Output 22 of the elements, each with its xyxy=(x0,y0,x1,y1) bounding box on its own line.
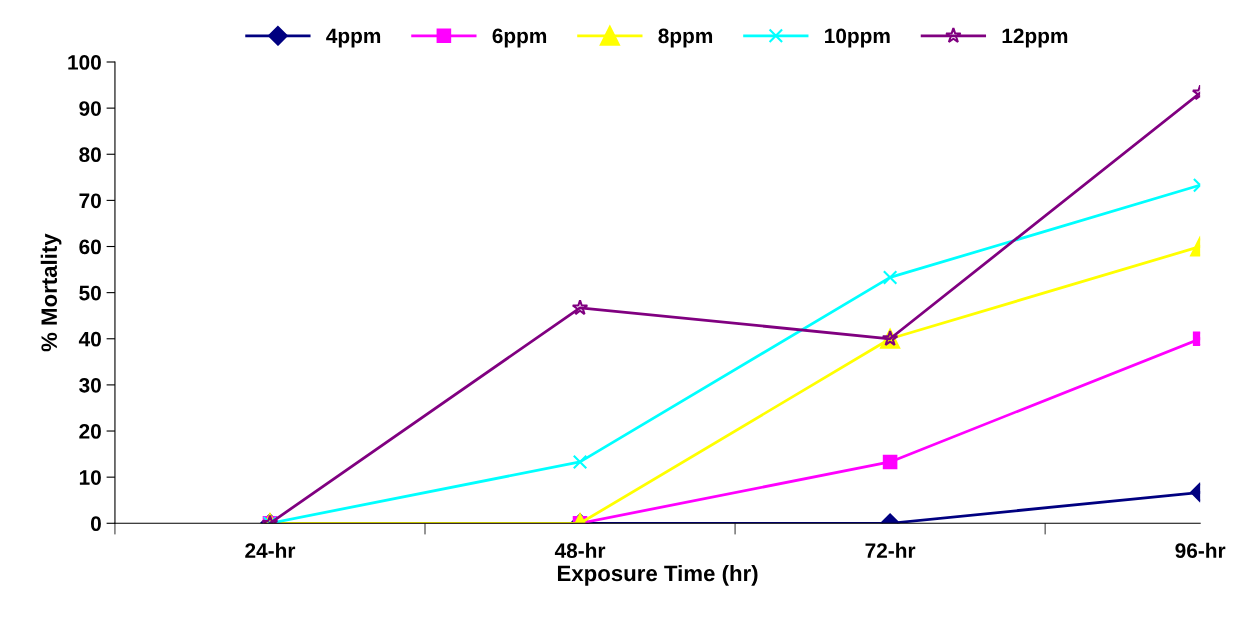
y-tick-label: 10 xyxy=(79,470,101,485)
y-tick-label: 100 xyxy=(68,55,101,70)
y-tick-label: 60 xyxy=(79,239,101,255)
x-tick-label: 96-hr xyxy=(1175,542,1226,559)
y-axis-title: % Mortality xyxy=(40,233,62,352)
x-axis-title: Exposure Time (hr) xyxy=(557,564,758,586)
y-tick-label: 30 xyxy=(79,377,101,393)
x-tick-label: 48-hr xyxy=(554,542,606,559)
y-tick-label: 70 xyxy=(79,193,101,209)
y-tick-label: 90 xyxy=(79,101,101,116)
legend-label: 10ppm xyxy=(825,28,890,48)
legend-label: 4ppm xyxy=(326,28,381,48)
x-tick-label: 72-hr xyxy=(865,542,916,558)
legend-label: 8ppm xyxy=(658,28,713,48)
y-tick-label: 0 xyxy=(90,516,101,532)
y-tick-label: 50 xyxy=(79,285,101,301)
y-tick-label: 40 xyxy=(78,331,101,347)
y-tick-label: 20 xyxy=(79,424,101,439)
x-tick-label: 24-hr xyxy=(245,542,296,558)
legend-label: 12ppm xyxy=(1002,28,1068,48)
legend-label: 6ppm xyxy=(492,28,547,48)
y-tick-label: 80 xyxy=(79,147,101,163)
